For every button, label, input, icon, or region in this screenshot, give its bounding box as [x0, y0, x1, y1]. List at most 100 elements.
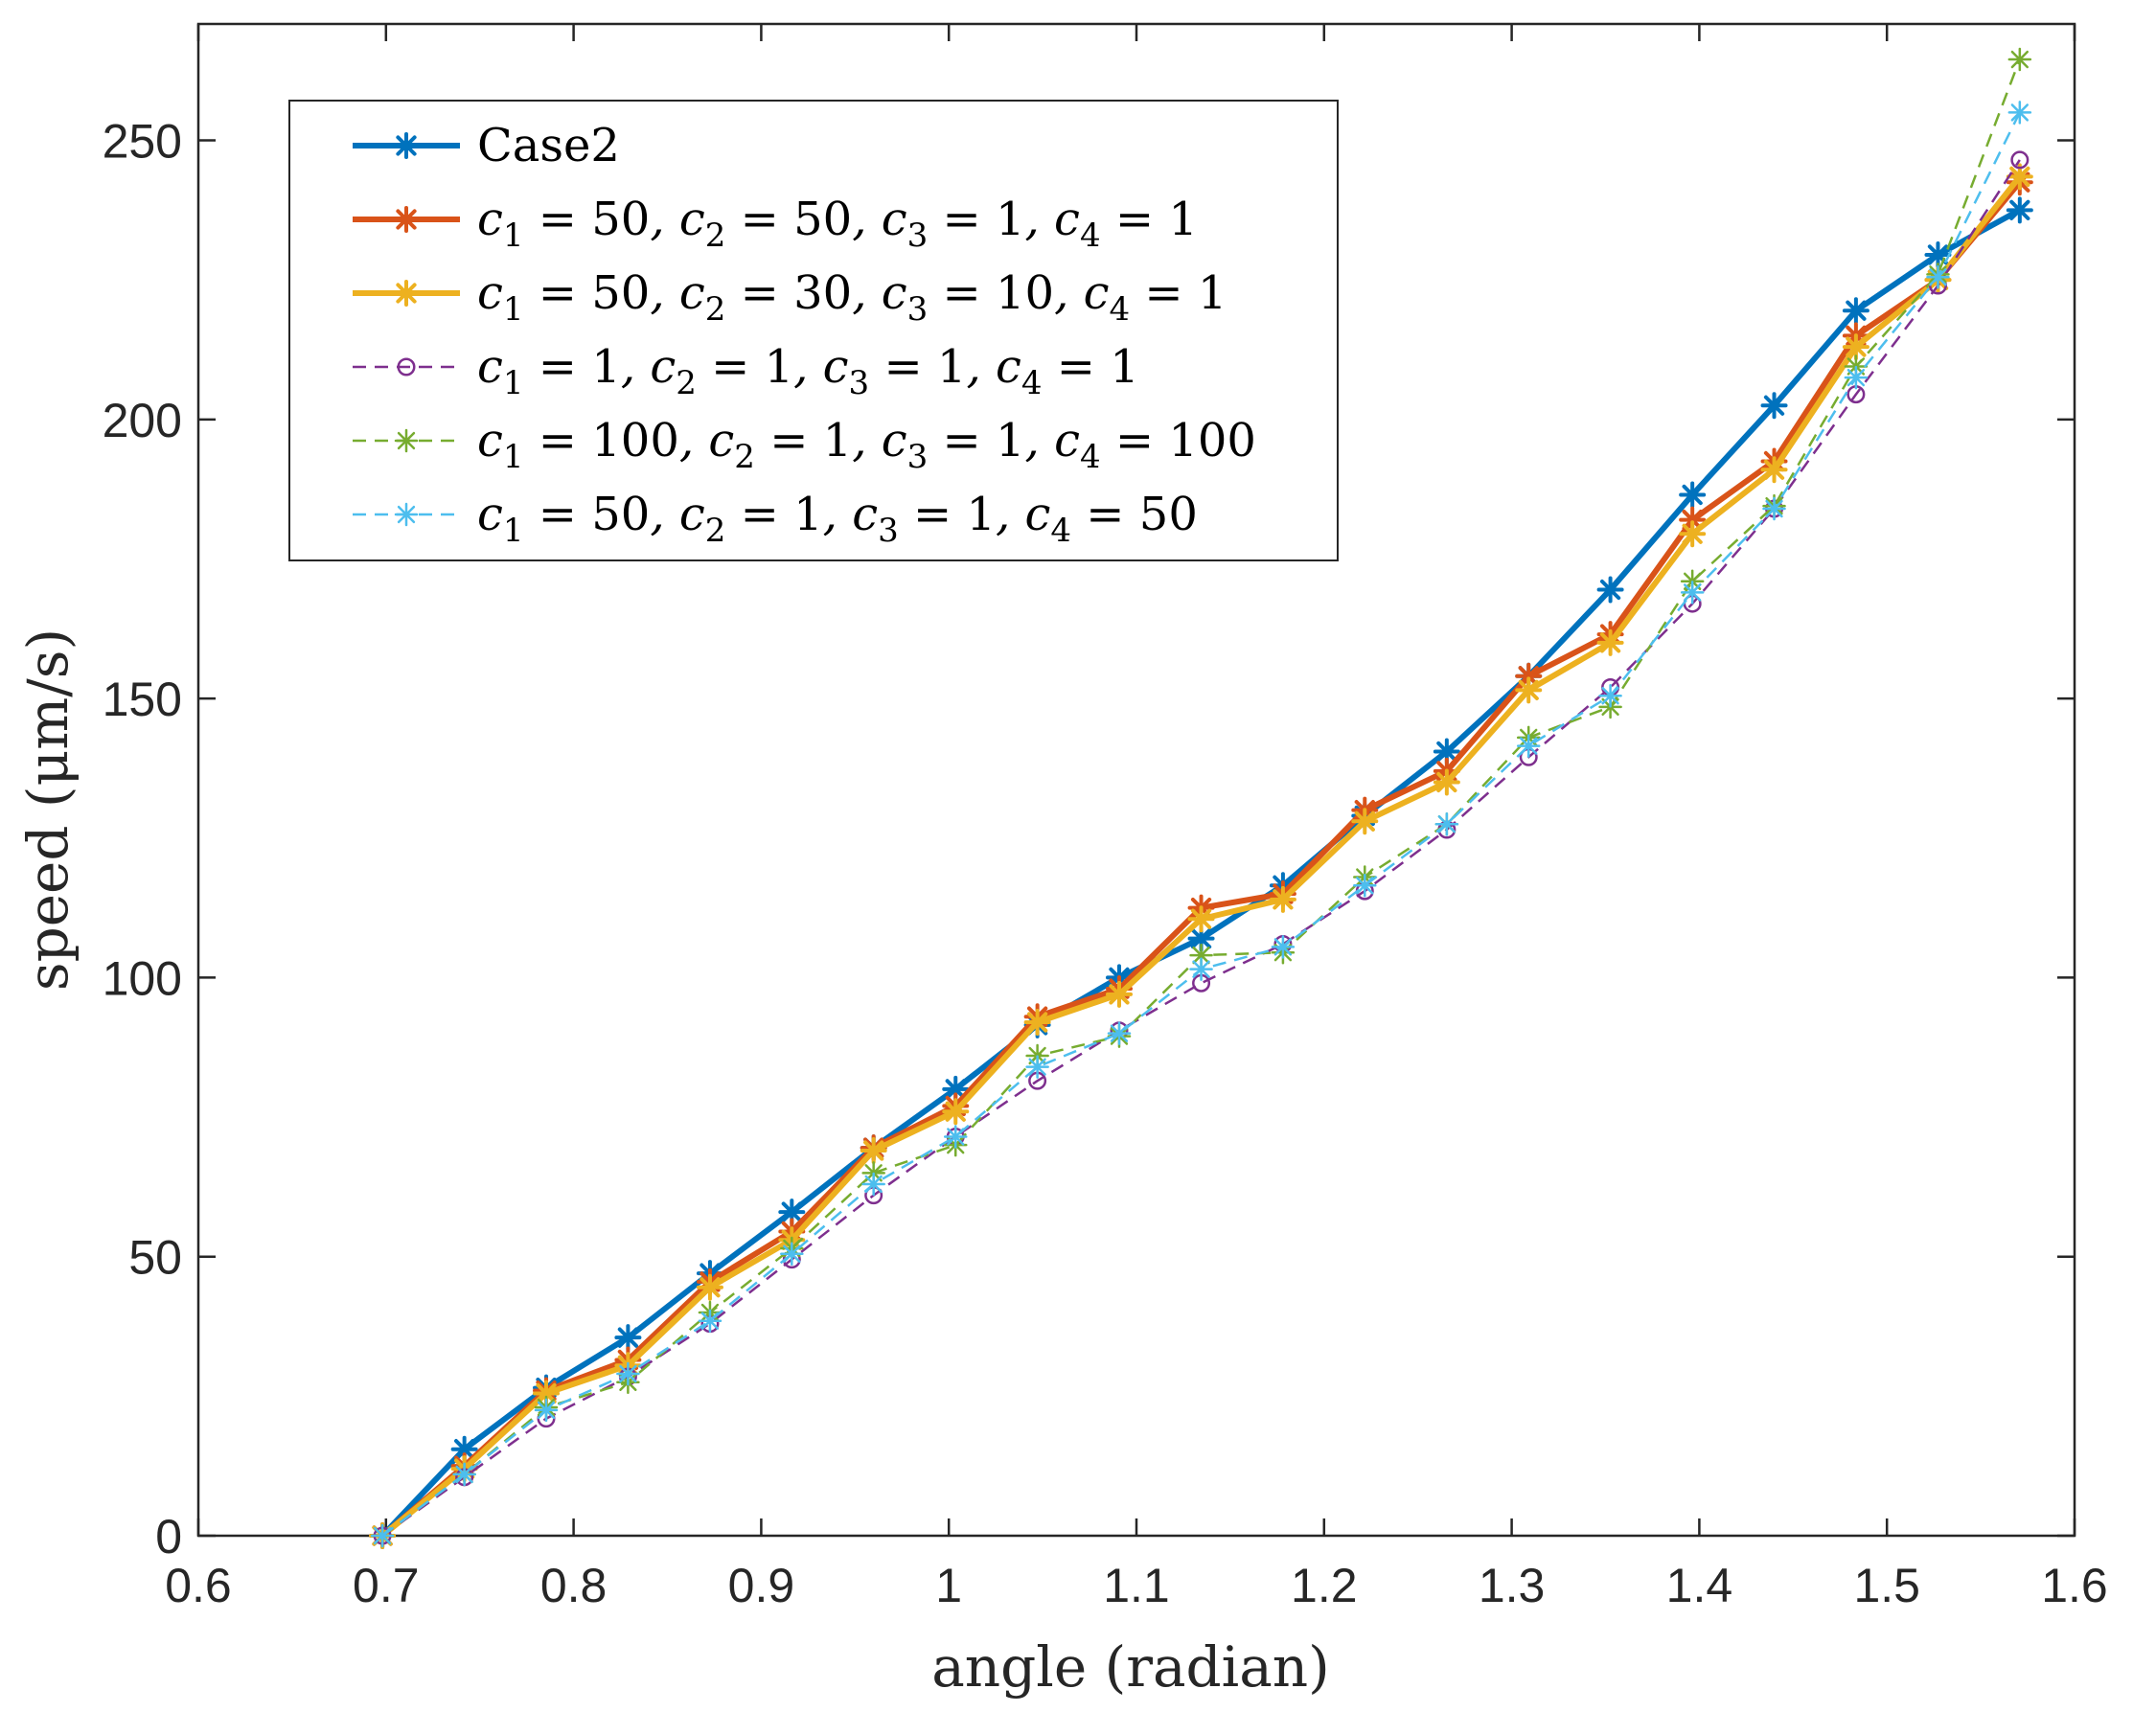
- data-point: [2006, 196, 2033, 224]
- legend-item: Case2: [353, 119, 620, 172]
- y-tick-label: 50: [128, 1231, 182, 1285]
- data-point: [370, 1523, 395, 1548]
- data-point: [780, 1242, 804, 1267]
- legend-param-value: 50: [1139, 488, 1198, 541]
- data-point: [861, 1172, 885, 1197]
- data-point: [942, 1098, 970, 1126]
- legend-label: c1 = 100, c2 = 1, c3 = 1, c4 = 100: [477, 414, 1256, 476]
- data-point: [1105, 980, 1133, 1008]
- series-layer: [369, 47, 2033, 1549]
- legend-param-value: 50: [591, 266, 650, 320]
- legend-item: c1 = 100, c2 = 1, c3 = 1, c4 = 100: [353, 414, 1256, 476]
- y-tick-label: 250: [103, 115, 182, 169]
- data-point: [1434, 811, 1459, 836]
- x-tick-label: 0.7: [353, 1559, 420, 1612]
- data-point: [1353, 874, 1377, 898]
- x-tick-label: 1.2: [1291, 1559, 1358, 1612]
- legend-param-value: 1: [1110, 340, 1139, 394]
- legend-param-value: 1: [996, 193, 1025, 246]
- legend-box: [288, 100, 1339, 561]
- x-axis-ticks: 0.6 0.7 0.8 0.9 1 1.1 1.2 1.3 1.4 1.5 1.6: [165, 24, 2108, 1612]
- legend-param-value: 1: [937, 340, 967, 394]
- data-point: [2007, 47, 2032, 72]
- data-point: [1107, 1021, 1132, 1045]
- data-point: [616, 1361, 640, 1386]
- data-point: [860, 1137, 887, 1165]
- x-tick-label: 0.8: [540, 1559, 608, 1612]
- legend-param-value: 50: [591, 488, 650, 541]
- y-tick-label: 100: [103, 951, 182, 1005]
- x-tick-label: 1.1: [1103, 1559, 1170, 1612]
- legend: Case2 c1 = 50, c2 = 50, c3 = 1, c4 = 1 c1 …: [288, 100, 1339, 561]
- x-axis-label: angle (radian): [931, 1634, 1330, 1700]
- data-point: [1269, 885, 1296, 913]
- data-point: [2007, 101, 2032, 125]
- legend-param-value: 1: [1198, 266, 1227, 320]
- data-point: [1187, 905, 1215, 933]
- data-point: [1189, 957, 1213, 981]
- data-point: [698, 1309, 722, 1333]
- data-point: [1924, 240, 1952, 268]
- legend-param-value: 1: [966, 488, 996, 541]
- legend-param-value: 1: [765, 340, 794, 394]
- x-tick-label: 1.6: [2041, 1559, 2108, 1612]
- x-tick-label: 0.9: [728, 1559, 795, 1612]
- data-point: [1271, 935, 1296, 959]
- legend-item: c1 = 50, c2 = 50, c3 = 1, c4 = 1: [353, 193, 1198, 255]
- data-point: [1023, 1009, 1051, 1037]
- data-point: [1680, 581, 1705, 605]
- data-point: [2010, 150, 2030, 170]
- data-point: [1842, 297, 1869, 325]
- data-point: [1844, 365, 1869, 390]
- data-point: [1842, 333, 1869, 361]
- legend-param-value: 10: [996, 266, 1054, 320]
- data-point: [1679, 481, 1707, 509]
- legend-param-value: 1: [793, 488, 823, 541]
- data-point: [1025, 1055, 1049, 1079]
- legend-label: c1 = 50, c2 = 1, c3 = 1, c4 = 50: [477, 488, 1198, 550]
- data-point: [696, 1273, 723, 1301]
- legend-label: c1 = 50, c2 = 50, c3 = 1, c4 = 1: [477, 193, 1198, 255]
- legend-param-value: 30: [793, 266, 852, 320]
- legend-label: c1 = 50, c2 = 30, c3 = 10, c4 = 1: [477, 266, 1227, 329]
- legend-item: c1 = 50, c2 = 30, c3 = 10, c4 = 1: [353, 266, 1227, 329]
- series-6: [370, 101, 2032, 1548]
- legend-param-value: 100: [591, 414, 679, 468]
- y-tick-label: 200: [103, 394, 182, 447]
- legend-label: c1 = 1, c2 = 1, c3 = 1, c4 = 1: [477, 340, 1139, 402]
- legend-marker: [393, 280, 420, 307]
- legend-param-value: 100: [1168, 414, 1256, 468]
- legend-item: c1 = 1, c2 = 1, c3 = 1, c4 = 1: [353, 340, 1139, 402]
- data-point: [1598, 683, 1622, 708]
- data-point: [1762, 496, 1786, 521]
- legend-marker: [397, 357, 416, 377]
- data-point: [614, 1324, 642, 1352]
- legend-param-value: 1: [1168, 193, 1198, 246]
- legend-param-value: 1: [823, 414, 853, 468]
- data-point: [1760, 392, 1788, 420]
- x-tick-label: 1.3: [1479, 1559, 1546, 1612]
- legend-text: Case2: [477, 119, 620, 172]
- legend-param-value: 1: [591, 340, 621, 394]
- data-point: [1516, 734, 1541, 758]
- data-point: [1760, 456, 1788, 484]
- legend-marker: [394, 502, 419, 527]
- data-point: [452, 1462, 476, 1487]
- legend-label: Case2: [477, 119, 620, 172]
- legend-param-value: 1: [996, 414, 1025, 468]
- data-point: [1596, 628, 1624, 656]
- legend-param-value: 50: [793, 193, 852, 246]
- legend-marker: [393, 206, 420, 233]
- y-axis-label: speed (μm/s): [15, 628, 80, 991]
- legend-marker: [394, 428, 419, 453]
- data-point: [1679, 520, 1707, 548]
- data-point: [1515, 676, 1543, 704]
- y-tick-label: 150: [103, 673, 182, 726]
- x-tick-label: 1: [935, 1559, 962, 1612]
- data-point: [1926, 265, 1950, 289]
- legend-param-value: 50: [591, 193, 650, 246]
- data-point: [1596, 576, 1624, 604]
- data-point: [1351, 808, 1379, 835]
